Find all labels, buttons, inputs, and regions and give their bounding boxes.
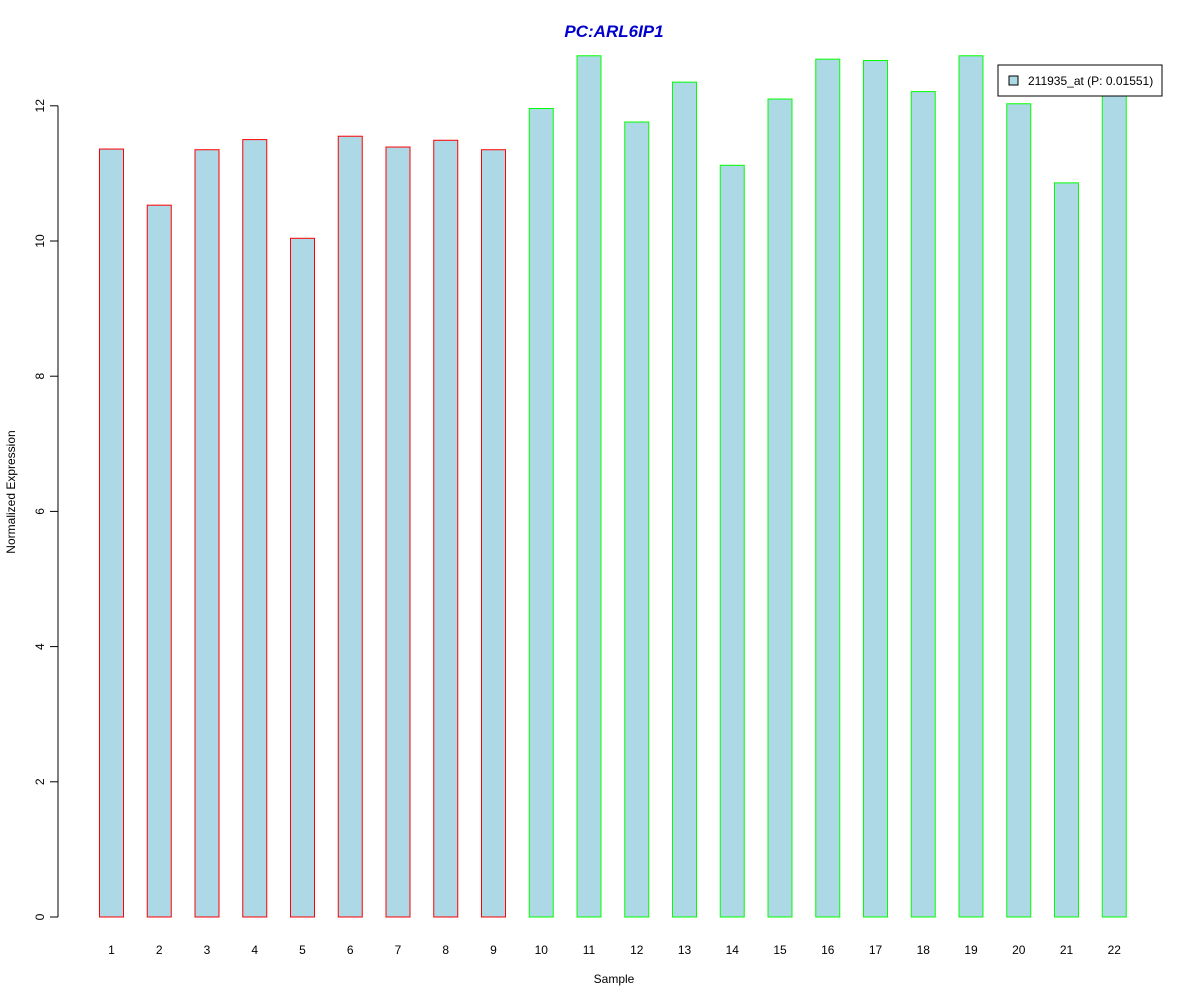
bar-sample-7 — [385, 146, 411, 918]
bar-sample-2 — [146, 204, 172, 918]
bar-sample-12 — [624, 121, 650, 918]
x-tick-label: 8 — [442, 943, 449, 957]
bar-sample-18 — [910, 91, 936, 918]
bar-sample-13 — [672, 81, 697, 918]
bar-sample-19 — [958, 55, 984, 918]
bar-sample-5 — [290, 237, 315, 918]
bar-sample-9 — [481, 149, 506, 918]
bar-sample-3 — [194, 149, 220, 918]
x-tick-label: 12 — [630, 943, 644, 957]
bar-sample-22 — [1101, 89, 1127, 918]
x-tick-labels: 1 2 3 4 5 6 7 8 9 10 11 12 13 14 15 16 17 18 19 20 21 22 — [108, 943, 1121, 957]
bar-sample-14 — [719, 164, 745, 918]
legend-box — [997, 64, 1163, 97]
y-tick-label: 10 — [33, 234, 47, 248]
x-tick-label: 14 — [726, 943, 740, 957]
x-tick-label: 11 — [583, 943, 596, 957]
legend-swatch — [1008, 75, 1019, 86]
y-tick-label: 8 — [33, 373, 47, 380]
bar-sample-15 — [767, 98, 793, 918]
y-tick-label: 2 — [33, 778, 47, 785]
bar-sample-6 — [337, 135, 363, 918]
bar-sample-11 — [576, 55, 602, 918]
y-tick-label: 6 — [33, 508, 47, 515]
bar-sample-17 — [863, 60, 888, 918]
x-tick-label: 20 — [1012, 943, 1026, 957]
x-tick-label: 2 — [156, 943, 163, 957]
x-tick-label: 7 — [395, 943, 402, 957]
x-tick-label: 5 — [299, 943, 306, 957]
bar-sample-20 — [1006, 103, 1032, 918]
x-tick-label: 6 — [347, 943, 354, 957]
x-tick-label: 4 — [251, 943, 258, 957]
y-axis-title: Normalized Expression — [4, 430, 18, 553]
chart-title: PC:ARL6IP1 — [564, 22, 663, 41]
x-tick-label: 15 — [773, 943, 787, 957]
bar-sample-16 — [815, 58, 841, 918]
y-axis: 0 2 4 6 8 10 12 — [33, 99, 59, 920]
x-tick-label: 17 — [869, 943, 883, 957]
bar-sample-21 — [1054, 182, 1079, 918]
legend-label: 211935_at (P: 0.01551) — [1028, 74, 1153, 88]
x-tick-label: 9 — [490, 943, 497, 957]
y-tick-label: 4 — [33, 643, 47, 650]
bar-sample-1 — [99, 148, 124, 918]
x-tick-label: 1 — [108, 943, 115, 957]
x-tick-label: 13 — [678, 943, 692, 957]
bar-sample-4 — [242, 139, 268, 918]
x-tick-label: 21 — [1060, 943, 1074, 957]
y-tick-label: 0 — [33, 913, 47, 920]
bars-group — [99, 55, 1127, 918]
bar-sample-10 — [528, 108, 554, 918]
x-tick-label: 22 — [1108, 943, 1122, 957]
x-tick-label: 16 — [821, 943, 835, 957]
x-axis-title: Sample — [594, 972, 635, 986]
legend: 211935_at (P: 0.01551) — [997, 64, 1163, 97]
x-tick-label: 18 — [917, 943, 931, 957]
x-tick-label: 3 — [204, 943, 211, 957]
x-tick-label: 10 — [535, 943, 549, 957]
x-tick-label: 19 — [964, 943, 978, 957]
y-tick-label: 12 — [33, 99, 47, 113]
bar-sample-8 — [433, 139, 459, 918]
